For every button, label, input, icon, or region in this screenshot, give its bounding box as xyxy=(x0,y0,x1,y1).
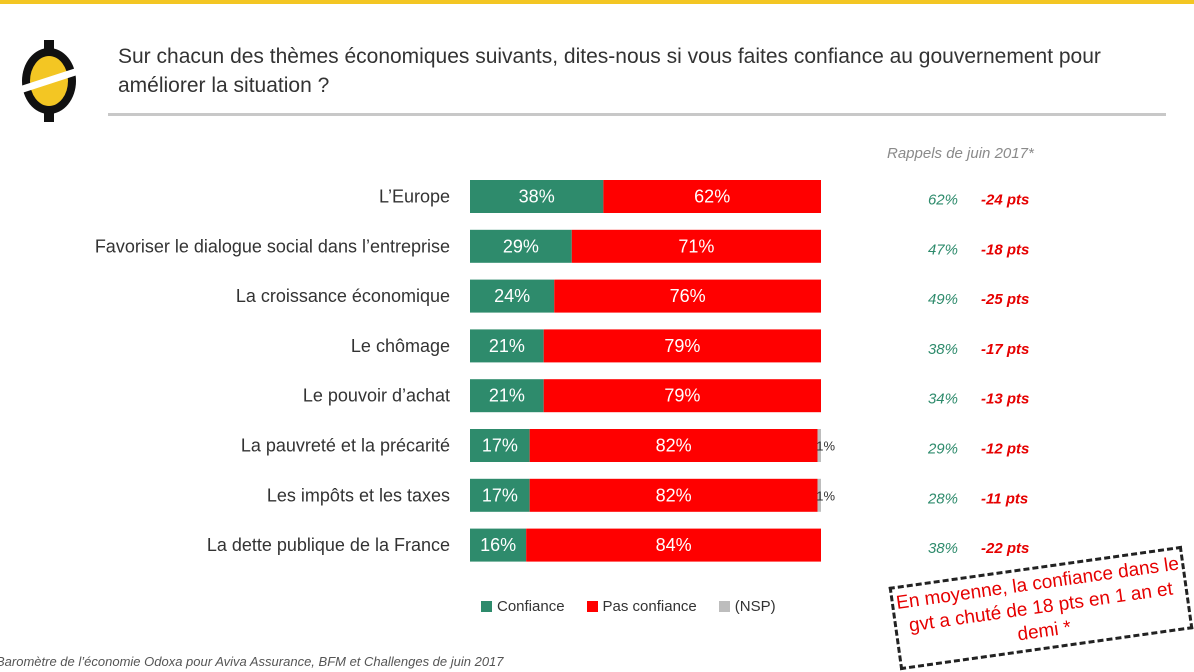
category-label: La pauvreté et la précarité xyxy=(241,436,450,456)
legend-label-nsp: (NSP) xyxy=(734,598,776,615)
bar-pas-confiance xyxy=(543,379,821,413)
odoxa-logo-icon xyxy=(18,40,80,122)
bar-label-pas-confiance: 79% xyxy=(664,336,700,356)
bar-label-pas-confiance: 84% xyxy=(656,535,692,555)
stacked-bar-chart: L’Europe 38% 62% 62% -24 pts Favoriser le dia… xyxy=(95,180,1029,562)
evolution-value: -12 pts xyxy=(981,441,1029,458)
rappel-value: 62% xyxy=(928,192,958,209)
bar-confiance xyxy=(470,329,544,363)
bar-label-confiance: 24% xyxy=(494,286,530,306)
bar-label-confiance: 21% xyxy=(489,386,525,406)
evolution-value: -22 pts xyxy=(981,540,1029,557)
bar-label-confiance: 16% xyxy=(480,535,516,555)
legend-label-pas-confiance: Pas confiance xyxy=(602,598,697,615)
bar-confiance xyxy=(470,478,530,512)
legend-swatch-pas-confiance xyxy=(586,601,598,612)
legend-swatch-confiance xyxy=(481,601,492,612)
bar-pas-confiance xyxy=(571,229,821,263)
bar-pas-confiance xyxy=(529,478,818,512)
rappel-value: 28% xyxy=(927,490,958,507)
category-label: Le pouvoir d’achat xyxy=(303,386,450,406)
legend-confiance: Confiance xyxy=(481,598,565,615)
top-accent-line xyxy=(0,0,1194,4)
legend-label-confiance: Confiance xyxy=(497,598,565,615)
category-label: L’Europe xyxy=(379,187,450,207)
rappel-value: 34% xyxy=(928,391,958,408)
bar-label-confiance: 21% xyxy=(489,336,525,356)
bar-confiance xyxy=(470,379,544,413)
page-title: Sur chacun des thèmes économiques suivan… xyxy=(118,45,1101,97)
evolution-value: -13 pts xyxy=(981,391,1029,408)
rappel-value: 49% xyxy=(928,291,958,308)
category-label: La dette publique de la France xyxy=(207,535,450,555)
title-divider xyxy=(108,113,1166,116)
rappel-value: 29% xyxy=(927,441,958,458)
bar-nsp xyxy=(817,429,821,462)
evolution-value: -24 pts xyxy=(981,192,1029,209)
bar-pas-confiance xyxy=(603,180,821,213)
bar-nsp xyxy=(817,478,821,512)
chart-legend: Confiance Pas confiance (NSP) xyxy=(481,598,776,615)
bar-label-confiance: 29% xyxy=(503,236,539,256)
bar-confiance xyxy=(470,528,527,562)
source-note: Baromètre de l’économie Odoxa pour Aviva… xyxy=(0,654,504,669)
rappel-value: 38% xyxy=(928,540,958,557)
bar-label-pas-confiance: 79% xyxy=(664,386,700,406)
category-label: Les impôts et les taxes xyxy=(267,485,450,505)
evolution-value: -11 pts xyxy=(981,490,1028,507)
rappels-title: Rappels de juin 2017* xyxy=(887,145,1034,162)
bar-confiance xyxy=(470,279,555,313)
category-label: La croissance économique xyxy=(236,286,450,306)
category-label: Le chômage xyxy=(351,336,450,356)
category-label: Favoriser le dialogue social dans l’entr… xyxy=(95,236,450,256)
bar-pas-confiance xyxy=(529,429,818,462)
bar-label-confiance: 17% xyxy=(482,485,518,505)
bar-label-pas-confiance: 71% xyxy=(678,236,714,256)
bar-label-pas-confiance: 82% xyxy=(656,485,692,505)
bar-label-pas-confiance: 76% xyxy=(670,286,706,306)
bar-pas-confiance xyxy=(526,528,821,562)
legend-nsp: (NSP) xyxy=(718,598,776,615)
bar-confiance xyxy=(470,180,604,213)
bar-confiance xyxy=(470,229,572,263)
evolution-value: -18 pts xyxy=(981,241,1029,258)
bar-label-confiance: 38% xyxy=(519,187,555,207)
evolution-value: -17 pts xyxy=(981,341,1029,358)
bar-pas-confiance xyxy=(554,279,821,313)
rappel-value: 38% xyxy=(928,341,958,358)
legend-swatch-nsp xyxy=(718,601,730,612)
bar-pas-confiance xyxy=(543,329,821,363)
bar-label-pas-confiance: 82% xyxy=(656,436,692,456)
bar-label-pas-confiance: 62% xyxy=(694,187,730,207)
rappel-value: 47% xyxy=(928,241,958,258)
bar-confiance xyxy=(470,429,530,462)
bar-label-nsp: 1% xyxy=(816,439,835,454)
bar-label-confiance: 17% xyxy=(482,436,518,456)
evolution-value: -25 pts xyxy=(981,291,1029,308)
legend-pas-confiance: Pas confiance xyxy=(586,598,697,615)
bar-label-nsp: 1% xyxy=(816,488,835,503)
